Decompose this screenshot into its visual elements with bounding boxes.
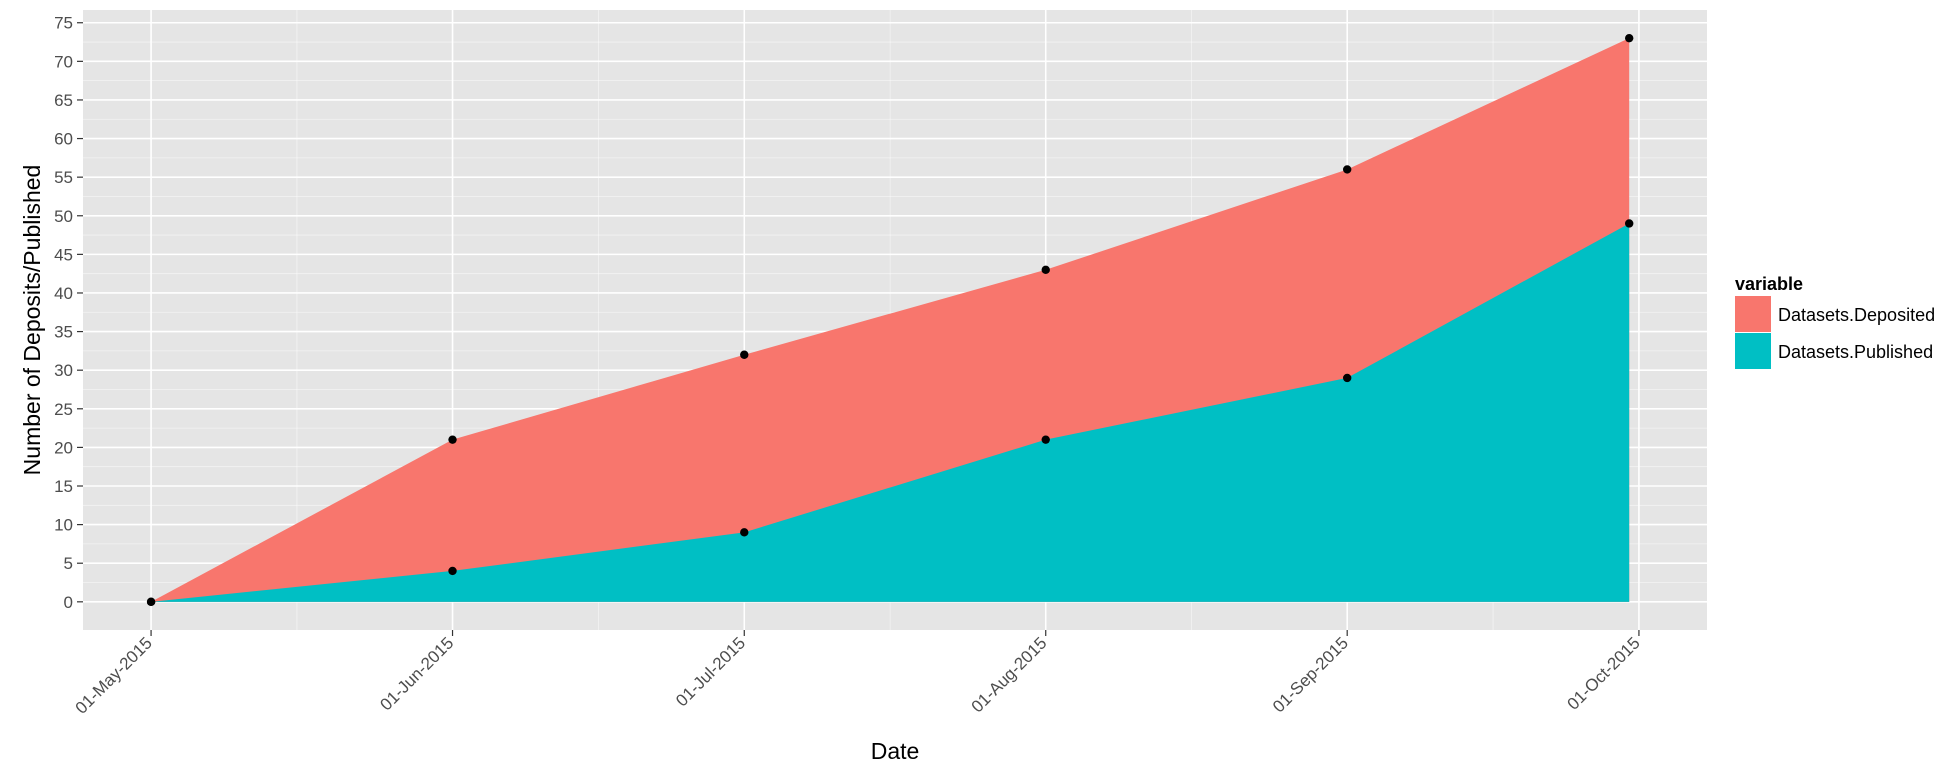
legend: variable Datasets.Deposited Datasets.Publ… (1735, 274, 1935, 369)
y-axis-title: Number of Deposits/Published (19, 165, 45, 476)
y-tick-label: 50 (54, 207, 73, 226)
y-tick-label: 5 (64, 554, 73, 573)
x-tick-label: 01-Jun-2015 (376, 633, 457, 714)
x-tick-label: 01-May-2015 (72, 633, 156, 717)
y-tick-label: 25 (54, 400, 73, 419)
x-tick-label: 01-Jul-2015 (672, 633, 749, 710)
data-point (1041, 265, 1050, 275)
y-tick-label: 45 (54, 245, 73, 264)
data-point (1342, 165, 1352, 174)
y-tick-label: 55 (54, 168, 73, 187)
legend-label: Datasets.Deposited (1778, 305, 1935, 325)
data-point (740, 528, 749, 537)
data-point (1625, 33, 1634, 43)
areas (151, 38, 1630, 602)
y-tick-label: 15 (54, 477, 73, 496)
x-axis-title: Date (871, 738, 920, 764)
x-tick-label: 01-Aug-2015 (968, 633, 1051, 716)
y-tick-label: 20 (54, 438, 73, 457)
x-axis: 01-May-2015 01-Jun-2015 01-Jul-2015 01-Aug-… (72, 630, 1644, 718)
y-axis: 0 5 10 15 20 25 30 35 40 45 50 55 60 65 70 75 (54, 14, 83, 612)
data-point (1342, 373, 1352, 383)
data-point (448, 435, 457, 444)
y-tick-label: 0 (64, 593, 73, 612)
legend-key (1735, 296, 1771, 332)
y-tick-label: 75 (54, 14, 73, 33)
data-point (146, 597, 156, 607)
y-tick-label: 70 (54, 52, 73, 71)
legend-label: Datasets.Published (1778, 342, 1933, 362)
y-tick-label: 10 (54, 516, 73, 535)
data-points (146, 33, 1634, 607)
data-point (1625, 219, 1634, 228)
data-point (740, 350, 749, 359)
y-tick-label: 40 (54, 284, 73, 303)
y-tick-label: 35 (54, 323, 73, 342)
y-tick-label: 65 (54, 91, 73, 110)
y-tick-label: 30 (54, 361, 73, 380)
data-point (1041, 435, 1050, 444)
x-tick-label: 01-Oct-2015 (1563, 633, 1643, 713)
legend-title: variable (1735, 274, 1803, 294)
y-tick-label: 60 (54, 130, 73, 149)
x-tick-label: 01-Sep-2015 (1269, 633, 1352, 716)
legend-key (1735, 333, 1771, 369)
data-point (448, 566, 457, 576)
area-datasets-published (151, 223, 1630, 602)
